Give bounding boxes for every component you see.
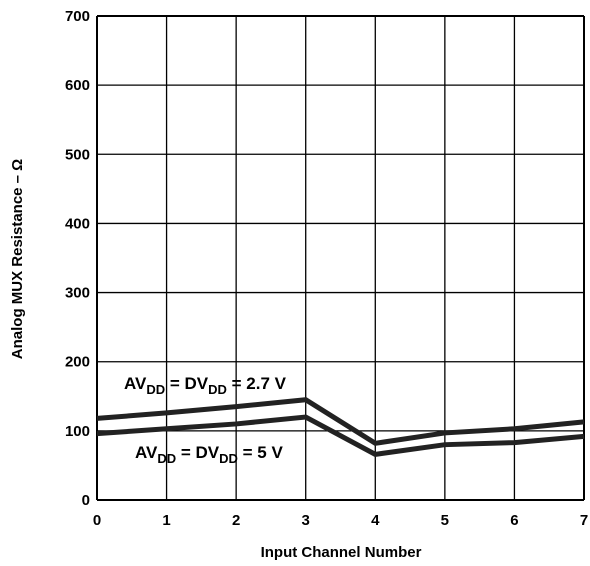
y-tick-label-300: 300	[65, 285, 90, 302]
y-tick-label-200: 200	[65, 354, 90, 371]
x-tick-label-1: 1	[162, 512, 170, 529]
annotation-5v-sub2: DD	[219, 451, 238, 466]
annotation-5v-sub1: DD	[157, 451, 176, 466]
annotation-5v-dv: = DV	[176, 443, 220, 462]
x-tick-labels: 0 1 2 3 4 5 6 7	[93, 512, 588, 529]
annotation-2-7v-av: AV	[124, 374, 147, 393]
annotation-2-7v-dv: = DV	[165, 374, 209, 393]
x-tick-label-5: 5	[441, 512, 449, 529]
y-tick-label-400: 400	[65, 215, 90, 232]
x-tick-label-4: 4	[371, 512, 380, 529]
series-line-2	[96, 414, 585, 457]
y-tick-label-500: 500	[65, 146, 90, 163]
series-lines	[96, 397, 585, 457]
annotation-5v: AVDD = DVDD = 5 V	[135, 443, 283, 466]
annotation-5v-av: AV	[135, 443, 158, 462]
y-axis-title: Analog MUX Resistance – Ω	[9, 159, 26, 359]
x-tick-label-2: 2	[232, 512, 240, 529]
annotation-2-7v: AVDD = DVDD = 2.7 V	[124, 374, 287, 397]
annotation-2-7v-sub2: DD	[208, 382, 227, 397]
x-tick-label-6: 6	[510, 512, 518, 529]
y-tick-label-0: 0	[82, 492, 90, 509]
series-line-1	[96, 397, 585, 446]
x-axis-title: Input Channel Number	[261, 544, 422, 561]
grid	[96, 15, 585, 501]
y-tick-label-100: 100	[65, 423, 90, 440]
y-tick-label-600: 600	[65, 77, 90, 94]
x-tick-label-3: 3	[302, 512, 310, 529]
y-tick-labels: 0 100 200 300 400 500 600 700	[65, 8, 90, 509]
x-tick-label-0: 0	[93, 512, 101, 529]
annotation-2-7v-value: = 2.7 V	[227, 374, 287, 393]
y-tick-label-700: 700	[65, 8, 90, 25]
annotation-2-7v-sub1: DD	[146, 382, 165, 397]
x-tick-label-7: 7	[580, 512, 588, 529]
annotation-5v-value: = 5 V	[238, 443, 284, 462]
